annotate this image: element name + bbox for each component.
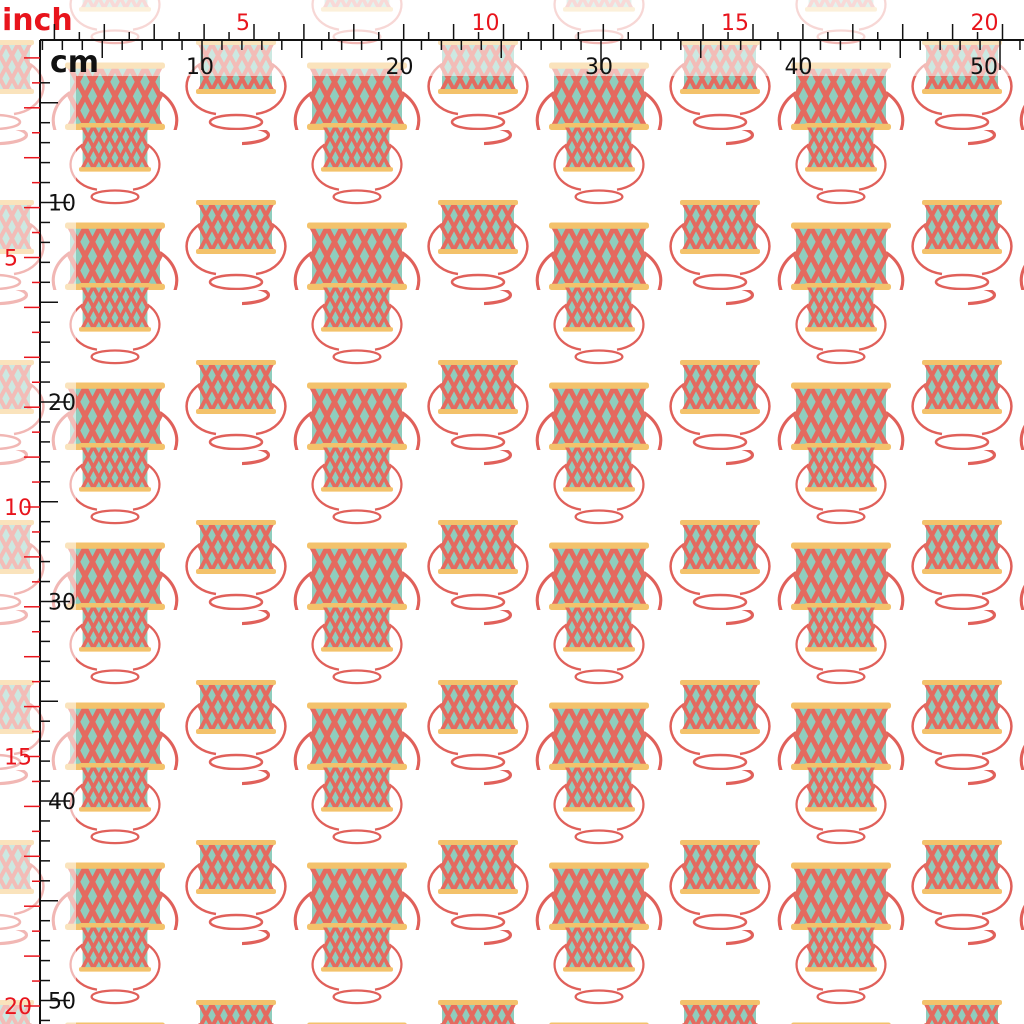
left-inch-label: 10 [4, 496, 32, 521]
top-cm-label: 30 [585, 55, 613, 80]
top-cm-label: 40 [785, 55, 813, 80]
left-cm-label: 40 [48, 790, 76, 815]
left-cm-label: 20 [48, 391, 76, 416]
top-inch-label: 20 [971, 11, 999, 36]
left-cm-label: 10 [48, 192, 76, 217]
inch-unit: inch [2, 3, 73, 38]
top-inch-label: 15 [721, 11, 749, 36]
top-inch-label: 5 [236, 11, 250, 36]
left-cm-label: 30 [48, 591, 76, 616]
top-cm-label: 20 [386, 55, 414, 80]
left-inch-label: 15 [4, 746, 32, 771]
left-inch-label: 5 [4, 247, 18, 272]
left-cm-strip [40, 76, 76, 1024]
top-cm-label: 10 [186, 55, 214, 80]
top-inch-label: 10 [472, 11, 500, 36]
left-inch-label: 20 [4, 995, 32, 1020]
cm-unit: cm [50, 45, 99, 80]
left-cm-label: 50 [48, 990, 76, 1015]
top-cm-label: 50 [970, 55, 998, 80]
